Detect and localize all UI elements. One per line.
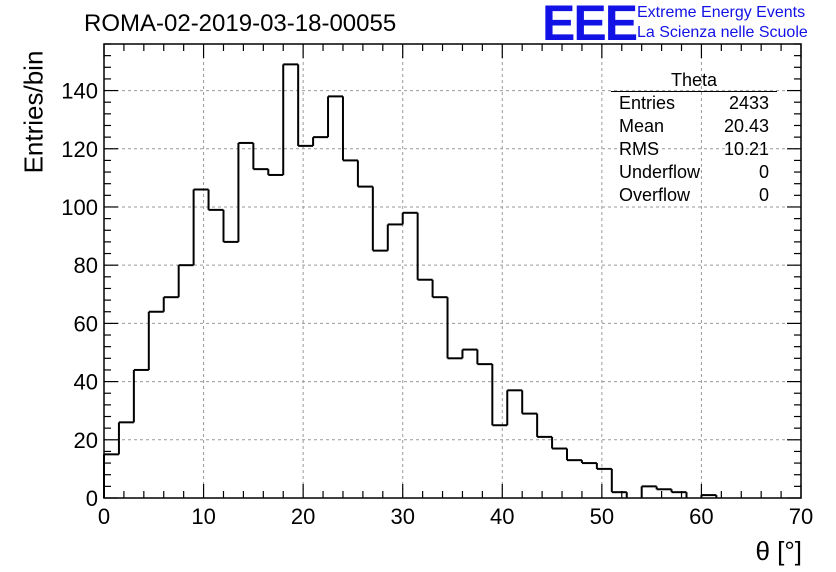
histogram-bin — [446, 297, 463, 360]
stats-label: Mean — [619, 116, 665, 136]
histogram-bin — [536, 413, 553, 438]
histogram-bin — [416, 212, 433, 281]
histogram-bin — [566, 448, 582, 462]
stats-label: Entries — [619, 93, 676, 113]
logo-subtitle-2: La Scienza nelle Scuole — [637, 24, 808, 41]
histogram-bin — [655, 486, 672, 491]
x-tick-label: 30 — [390, 504, 414, 529]
stats-value: 0 — [758, 162, 769, 182]
x-tick-label: 60 — [689, 504, 713, 529]
histogram-bin — [341, 96, 358, 162]
stats-row: RMS 10.21 — [611, 138, 777, 161]
x-tick-label: 10 — [191, 504, 215, 529]
histogram-bin — [162, 296, 179, 312]
histogram-bin — [327, 95, 343, 138]
eee-logo: EEE — [542, 0, 638, 51]
histogram-bin — [670, 489, 687, 494]
x-tick-label: 70 — [789, 504, 813, 529]
histogram-bin — [132, 368, 149, 423]
stats-row: Overflow 0 — [611, 184, 777, 207]
x-tick-label: 20 — [291, 504, 315, 529]
histogram-bin — [371, 186, 388, 252]
stats-value: 20.43 — [723, 116, 769, 136]
logo-subtitle-1: Extreme Energy Events — [637, 4, 806, 21]
x-tick-label: 40 — [490, 504, 514, 529]
histogram-bin — [386, 223, 403, 251]
histogram-bin — [521, 390, 538, 415]
histogram-bin — [222, 209, 239, 243]
stats-value: 0 — [758, 185, 769, 205]
histogram-bin — [431, 279, 448, 299]
y-tick-label: 40 — [74, 370, 98, 395]
x-tick-label: 0 — [98, 504, 110, 529]
histogram-bin — [640, 485, 657, 498]
grid — [104, 44, 801, 498]
stats-value: 10.21 — [723, 139, 769, 159]
histogram-bin — [610, 468, 627, 494]
histogram-bin — [237, 141, 254, 242]
stats-label: RMS — [619, 139, 659, 159]
histogram-bin — [207, 189, 224, 211]
page-title: ROMA-02-2019-03-18-00055 — [84, 10, 397, 37]
histogram-bin — [476, 349, 493, 366]
histogram-bin — [551, 436, 568, 450]
y-axis-label: Entries/bin — [18, 50, 49, 174]
stats-label: Underflow — [619, 162, 701, 182]
x-axis-label: θ [°] — [755, 536, 802, 566]
histogram-bin — [297, 64, 314, 147]
histogram-bin — [356, 160, 373, 188]
histogram-bin — [282, 63, 299, 175]
y-tick-label: 120 — [61, 137, 98, 162]
histogram-bin — [401, 211, 418, 225]
y-tick-label: 100 — [61, 195, 98, 220]
plot-frame — [103, 43, 802, 499]
histogram-bin — [580, 460, 597, 465]
y-tick-label: 80 — [74, 253, 98, 278]
histogram-bin — [267, 169, 284, 176]
histogram — [103, 63, 718, 498]
stats-value: 2433 — [728, 93, 769, 113]
histogram-bin — [103, 453, 119, 498]
histogram-bin — [491, 364, 508, 427]
stats-row: Entries 2433 — [611, 92, 777, 115]
histogram-bin — [117, 421, 134, 455]
y-tick-label: 140 — [61, 79, 98, 104]
y-tick-label: 20 — [74, 428, 98, 453]
stats-label: Overflow — [619, 185, 691, 205]
histogram-bin — [192, 188, 209, 266]
histogram-bin — [252, 142, 269, 171]
stats-row: Mean 20.43 — [611, 115, 777, 138]
stats-box: Theta Entries 2433 Mean 20.43 RMS 10.21 … — [611, 70, 777, 207]
histogram-bin — [312, 136, 329, 146]
histogram-bin — [506, 389, 523, 426]
histogram-bin — [461, 348, 478, 359]
stats-title: Theta — [611, 70, 777, 92]
axis-ticks — [103, 43, 802, 499]
stats-row: Underflow 0 — [611, 161, 777, 184]
y-tick-label: 0 — [86, 486, 98, 511]
histogram-bin — [177, 264, 194, 298]
x-tick-label: 50 — [590, 504, 614, 529]
histogram-bin — [595, 463, 612, 470]
tick-labels: 0 10 20 30 40 50 60 70 0 20 40 60 80 100 120 140 — [61, 79, 813, 529]
histogram-bin — [147, 310, 164, 370]
y-tick-label: 60 — [74, 311, 98, 336]
